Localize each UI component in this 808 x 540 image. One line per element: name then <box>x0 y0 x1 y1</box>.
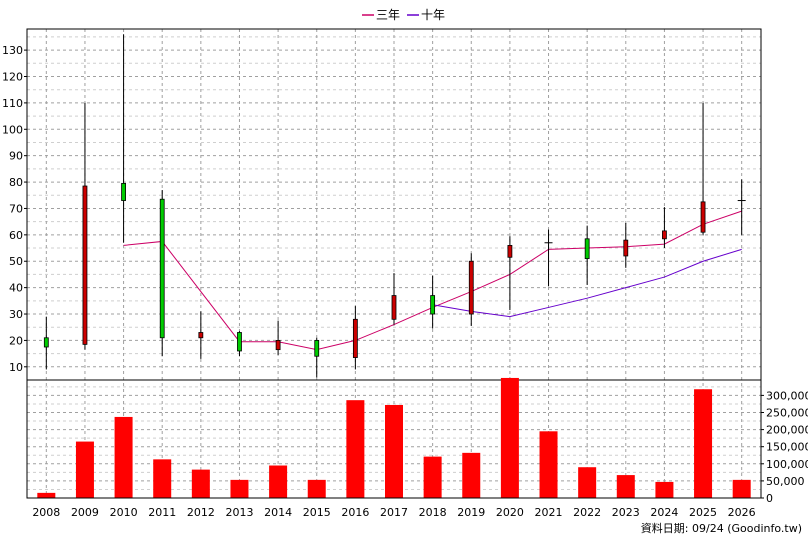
volume-bar <box>462 452 481 498</box>
candle-body <box>584 238 590 260</box>
candle-body <box>198 332 204 339</box>
x-tick-label: 2017 <box>380 506 408 519</box>
legend: 三年 十年 <box>362 8 445 22</box>
volume-tick-label: 200,000 <box>766 424 808 437</box>
volume-tick-label: 150,000 <box>766 441 808 454</box>
x-tick-label: 2009 <box>71 506 99 519</box>
candle-body <box>275 340 281 351</box>
candle-body <box>507 245 513 258</box>
volume-bar <box>153 459 172 498</box>
x-tick-label: 2023 <box>612 506 640 519</box>
tick-labels: 2008 2009 2010 2011 2012 2013 2014 2015 2016 2017… <box>2 44 808 519</box>
candle-body <box>430 295 436 315</box>
x-tick-label: 2020 <box>496 506 524 519</box>
volume-bar <box>114 416 133 498</box>
x-tick-label: 2019 <box>457 506 485 519</box>
volume-bar <box>385 404 403 498</box>
candle-body <box>43 337 49 348</box>
volume-tick-label: 0 <box>766 492 773 505</box>
price-tick-label: 30 <box>9 308 23 321</box>
x-tick-label: 2011 <box>148 506 176 519</box>
price-tick-label: 130 <box>2 44 23 57</box>
volume-bar <box>423 456 442 498</box>
price-tick-label: 10 <box>9 361 23 374</box>
price-tick-label: 110 <box>2 97 23 110</box>
candle-body <box>159 198 165 339</box>
volume-bar <box>346 400 365 498</box>
x-tick-label: 2012 <box>187 506 215 519</box>
candle-body <box>352 318 358 358</box>
price-tick-label: 50 <box>9 255 23 268</box>
x-tick-label: 2025 <box>689 506 717 519</box>
x-tick-label: 2026 <box>728 506 756 519</box>
price-tick-label: 120 <box>2 71 23 84</box>
candle-body <box>121 182 126 201</box>
volume-bar <box>655 481 674 498</box>
moving-average-lines <box>123 210 742 351</box>
price-tick-label: 80 <box>9 176 23 189</box>
volume-tick-label: 250,000 <box>766 406 808 419</box>
volume-bar <box>230 479 249 498</box>
x-tick-label: 2010 <box>110 506 138 519</box>
x-tick-label: 2016 <box>341 506 369 519</box>
volume-bar <box>694 389 713 498</box>
volume-tick-label: 50,000 <box>766 475 805 488</box>
candle-body <box>468 260 474 315</box>
volume-bar <box>578 467 597 498</box>
candle-body <box>391 295 397 320</box>
x-tick-label: 2018 <box>419 506 447 519</box>
volume-bar <box>191 469 210 498</box>
price-tick-label: 70 <box>9 202 23 215</box>
plot-frame <box>26 28 762 499</box>
legend-label-ten-year: 十年 <box>421 8 445 22</box>
x-tick-label: 2008 <box>32 506 60 519</box>
candlesticks <box>43 34 746 378</box>
x-tick-label: 2014 <box>264 506 292 519</box>
candle-body <box>82 185 88 345</box>
price-tick-label: 40 <box>9 282 23 295</box>
price-tick-label: 100 <box>2 123 23 136</box>
volume-tick-label: 100,000 <box>766 458 808 471</box>
x-tick-label: 2021 <box>535 506 563 519</box>
ten-year-line <box>432 248 742 318</box>
volume-bar <box>500 377 519 498</box>
candle-body <box>662 230 667 240</box>
three-year-line <box>123 210 742 351</box>
price-tick-label: 20 <box>9 334 23 347</box>
axes <box>26 28 762 499</box>
volume-bar <box>616 475 635 498</box>
price-tick-label: 60 <box>9 229 23 242</box>
volume-bar <box>37 492 56 498</box>
volume-bar <box>732 479 751 498</box>
volume-bar <box>75 441 94 498</box>
candle-body <box>314 340 320 357</box>
volume-bars <box>37 377 751 498</box>
price-tick-label: 90 <box>9 150 23 163</box>
source-note: 資料日期: 09/24 (Goodinfo.tw) <box>641 521 802 535</box>
candle-body <box>623 239 629 257</box>
x-tick-label: 2015 <box>303 506 331 519</box>
legend-label-three-year: 三年 <box>376 8 400 22</box>
x-tick-label: 2024 <box>650 506 678 519</box>
volume-bar <box>269 465 288 498</box>
x-tick-label: 2022 <box>573 506 601 519</box>
x-tick-label: 2013 <box>225 506 253 519</box>
volume-bar <box>307 479 326 498</box>
volume-bar <box>539 431 558 498</box>
candle-body <box>700 201 706 233</box>
candle-body <box>237 332 242 352</box>
volume-tick-label: 300,000 <box>766 389 808 402</box>
